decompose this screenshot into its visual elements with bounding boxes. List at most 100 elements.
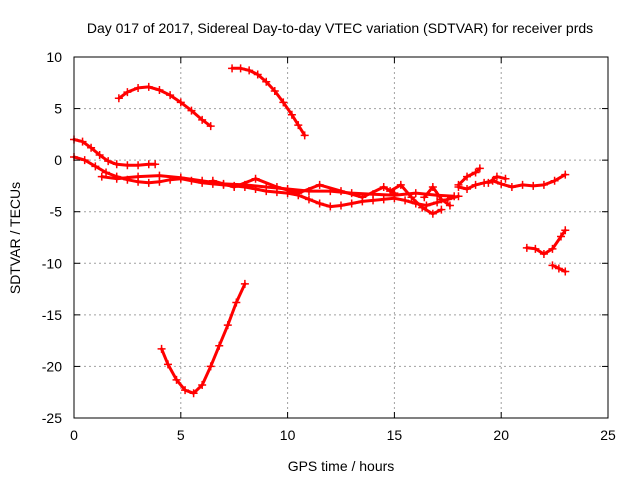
data-point [112,174,121,183]
data-point [492,172,501,181]
data-point [304,195,313,204]
data-point [230,182,239,191]
series-track [422,185,452,207]
x-axis-label: GPS time / hours [288,458,395,474]
data-point [78,137,87,146]
data-point [294,121,303,130]
data-point [208,176,217,185]
series-7 [386,180,446,218]
data-point [112,160,121,169]
data-point [176,173,185,182]
data-point [390,189,399,198]
y-tick-label: -20 [42,358,62,374]
data-point [189,389,198,398]
data-point [155,86,164,95]
x-tick-label: 20 [493,427,509,443]
data-point [501,174,510,183]
data-point [548,261,557,270]
data-point [420,193,429,202]
y-tick-label: -25 [42,410,62,426]
data-point [95,150,104,159]
data-point [315,180,324,189]
data-point [262,77,271,86]
data-point [418,203,427,212]
chart-title: Day 017 of 2017, Sidereal Day-to-day VTE… [87,20,593,36]
y-axis-label: SDTVAR / TECUs [7,182,23,294]
series-0 [114,82,215,131]
series-12 [522,226,570,259]
data-point [411,189,420,198]
x-tick-label: 0 [70,427,78,443]
x-tick-labels: 0 5 10 15 20 25 [70,427,616,443]
data-point [300,131,309,140]
data-point [134,161,143,170]
data-point [522,243,531,252]
data-point [123,161,132,170]
data-point [104,157,113,166]
data-point [181,386,190,395]
data-point [531,244,540,253]
data-point [155,171,164,180]
data-point [561,226,570,235]
data-point [223,321,232,330]
y-tick-label: 10 [46,49,62,65]
data-point [215,341,224,350]
data-point [484,178,493,187]
data-point [198,176,207,185]
data-point [471,168,480,177]
data-point [279,98,288,107]
data-point [386,187,395,196]
data-point [529,181,538,190]
data-point [232,298,241,307]
data-point [454,180,463,189]
data-point [236,64,245,73]
data-point [97,172,106,181]
data-point [463,185,472,194]
data-point [294,189,303,198]
data-point [497,179,506,188]
data-point [198,380,207,389]
series-2 [157,279,249,398]
data-point [187,106,196,115]
data-point [240,279,249,288]
data-point [548,244,557,253]
data-point [379,195,388,204]
data-point [507,182,516,191]
data-point [166,91,175,100]
data-point [561,267,570,276]
data-point [114,94,123,103]
ticks [73,56,609,419]
data-point [450,192,459,201]
data-point [134,83,143,92]
data-point [144,178,153,187]
data-point [428,182,437,191]
data-point [123,88,132,97]
data-point [134,172,143,181]
data-point [151,160,160,169]
data-point [396,180,405,189]
data-point [518,180,527,189]
data-point [539,180,548,189]
series-13 [548,261,570,276]
data-point [337,187,345,196]
plot-frame [73,56,609,419]
data-point [315,199,324,208]
data-point [245,66,254,75]
data-point [437,205,446,214]
series-6 [208,174,399,202]
series-11 [484,172,510,187]
data-point [554,264,563,273]
data-point [471,180,480,189]
data-point [272,182,281,191]
y-tick-label: -15 [42,307,62,323]
y-tick-label: 0 [54,152,62,168]
series-1 [228,64,309,140]
data-point [463,172,472,181]
data-point [475,164,484,173]
series-track [72,138,157,167]
data-point [445,201,454,210]
y-tick-label: -5 [50,204,63,220]
data-point [80,156,89,165]
data-point [206,122,215,131]
